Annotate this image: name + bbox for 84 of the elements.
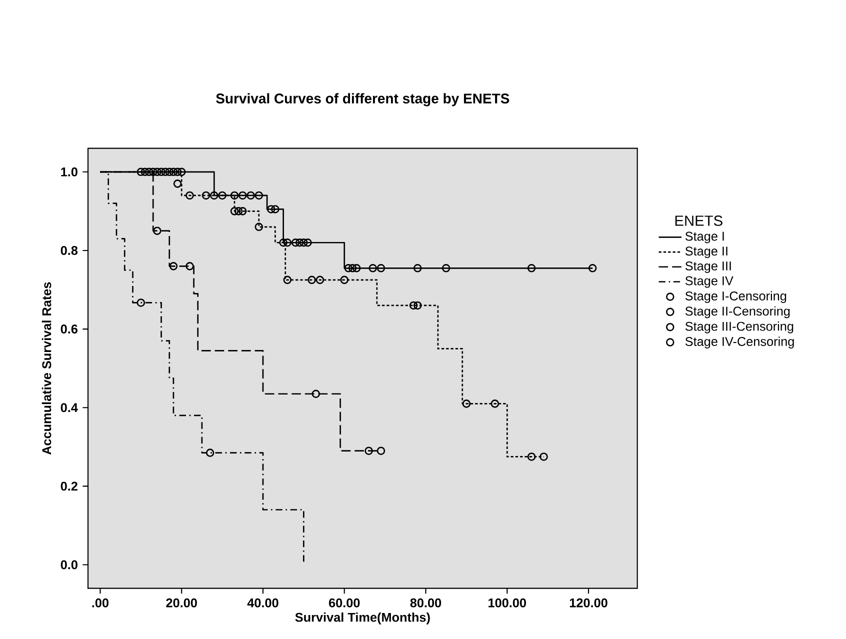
point bbox=[238, 207, 247, 216]
point bbox=[153, 168, 162, 176]
point bbox=[376, 264, 386, 272]
x-tick-label: 80.00 bbox=[410, 598, 442, 608]
point bbox=[442, 264, 450, 272]
legend-label: Stage IV-Censoring bbox=[685, 336, 794, 348]
point bbox=[153, 226, 162, 235]
point bbox=[136, 168, 146, 176]
point bbox=[177, 168, 186, 176]
point bbox=[490, 400, 500, 408]
y-tick-label: 0.0 bbox=[60, 560, 78, 570]
point bbox=[588, 264, 597, 272]
point bbox=[202, 191, 210, 200]
x-axis-title: Survival Time(Months) bbox=[295, 612, 430, 624]
point bbox=[173, 180, 182, 188]
point bbox=[206, 448, 214, 457]
point bbox=[312, 390, 320, 398]
point bbox=[161, 168, 170, 176]
legend-label: Stage II bbox=[685, 246, 728, 258]
point bbox=[304, 238, 312, 247]
point bbox=[136, 298, 146, 307]
point bbox=[173, 168, 182, 176]
y-tick-label: 0.8 bbox=[60, 246, 78, 255]
point bbox=[409, 301, 418, 310]
y-tick-label: 0.4 bbox=[60, 403, 78, 412]
y-tick-label: 0.6 bbox=[60, 324, 78, 334]
point bbox=[364, 446, 373, 455]
legend-title: ENETS bbox=[675, 216, 722, 226]
point bbox=[169, 168, 178, 176]
x-tick-label: .00 bbox=[92, 598, 108, 608]
point bbox=[157, 168, 166, 176]
point bbox=[308, 276, 316, 284]
point bbox=[316, 276, 324, 284]
point bbox=[413, 264, 422, 272]
point bbox=[291, 238, 300, 247]
point bbox=[462, 400, 471, 408]
point bbox=[246, 191, 255, 200]
point bbox=[348, 264, 357, 272]
x-tick-label: 20.00 bbox=[166, 598, 197, 608]
point bbox=[148, 168, 158, 176]
y-tick-label: 1.0 bbox=[61, 167, 78, 176]
point bbox=[527, 264, 536, 272]
point bbox=[254, 222, 264, 232]
point bbox=[271, 205, 280, 214]
point bbox=[283, 238, 292, 247]
legend-label: Stage II-Censoring bbox=[685, 306, 790, 318]
point bbox=[186, 191, 194, 200]
legend-label: Stage III bbox=[685, 261, 731, 273]
point bbox=[527, 452, 536, 461]
legend-label: Stage IV bbox=[685, 276, 734, 288]
point bbox=[283, 276, 292, 284]
point bbox=[230, 207, 239, 216]
x-tick-label: 60.00 bbox=[328, 598, 360, 608]
point bbox=[295, 238, 304, 247]
point bbox=[352, 264, 361, 272]
point bbox=[165, 168, 174, 176]
point bbox=[234, 207, 243, 216]
point bbox=[368, 264, 377, 272]
point bbox=[340, 276, 348, 284]
point bbox=[210, 191, 218, 200]
point bbox=[376, 446, 386, 455]
point bbox=[144, 168, 154, 176]
x-tick-label: 120.00 bbox=[570, 598, 608, 608]
point bbox=[266, 205, 276, 214]
x-tick-label: 40.00 bbox=[247, 598, 278, 608]
point bbox=[186, 262, 194, 270]
point bbox=[300, 238, 308, 247]
point bbox=[344, 264, 353, 272]
y-axis-title: Accumulative Survival Rates bbox=[42, 282, 52, 455]
y-tick-label: 0.2 bbox=[60, 482, 78, 491]
point bbox=[238, 191, 247, 200]
point bbox=[169, 262, 178, 270]
point bbox=[230, 191, 239, 200]
legend-label: Stage I bbox=[685, 232, 724, 244]
chart-title: Survival Curves of different stage by ENETS bbox=[216, 93, 510, 106]
point bbox=[279, 238, 288, 247]
x-tick-label: 100.00 bbox=[488, 598, 526, 608]
point bbox=[413, 301, 422, 310]
legend-label: Stage III-Censoring bbox=[685, 322, 794, 334]
point bbox=[540, 452, 548, 461]
point bbox=[140, 168, 150, 176]
legend-label: Stage I-Censoring bbox=[685, 291, 786, 303]
point bbox=[218, 191, 226, 200]
point bbox=[254, 191, 264, 200]
